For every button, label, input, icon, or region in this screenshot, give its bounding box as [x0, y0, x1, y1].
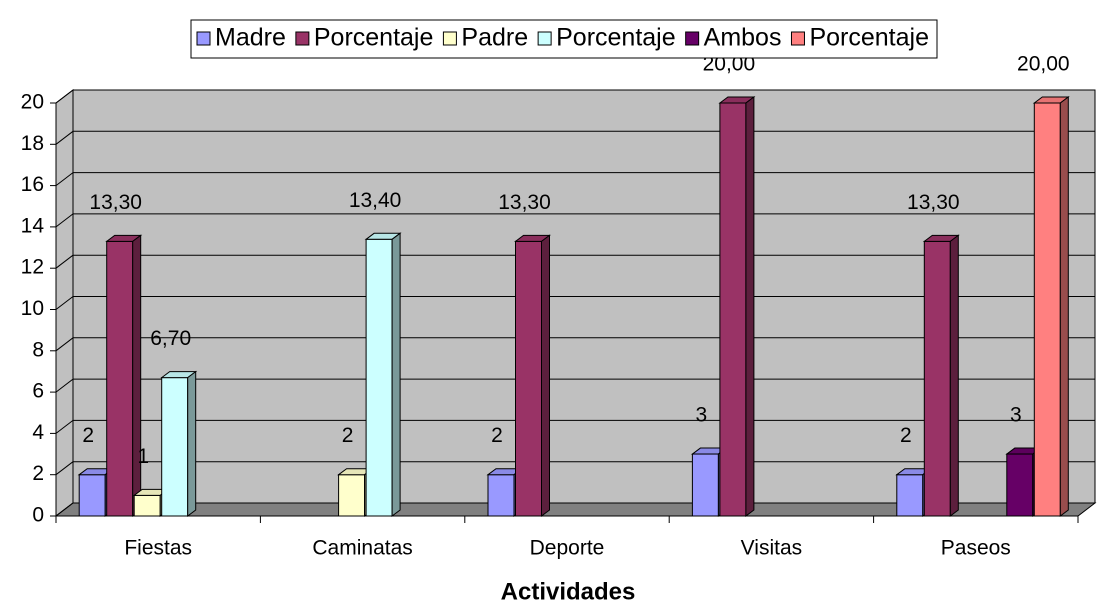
y-tick-label: 6 — [32, 380, 44, 403]
grid-line-side — [55, 254, 74, 269]
data-label: 13,30 — [907, 191, 960, 214]
data-label: 2 — [900, 424, 912, 447]
bar-side — [745, 96, 755, 517]
grid-line-side — [55, 420, 74, 434]
x-axis-title: Actividades — [501, 578, 636, 605]
bar — [923, 240, 951, 517]
legend-label: Porcentaje — [314, 24, 434, 52]
bar — [338, 474, 366, 517]
bar — [515, 240, 542, 517]
legend: Madre Porcentaje Padre Porcentaje Ambos Porce… — [190, 19, 938, 59]
bar — [1033, 102, 1061, 517]
data-label: 3 — [696, 404, 708, 427]
legend-label: Madre — [215, 24, 286, 52]
bar — [487, 474, 515, 517]
grid-line-side — [55, 213, 74, 228]
bar-side — [187, 370, 197, 517]
y-tick-label: 12 — [21, 256, 44, 279]
legend-label: Ambos — [704, 24, 782, 52]
bar-side — [541, 234, 550, 517]
bar — [78, 474, 106, 517]
legend-swatch — [196, 31, 211, 46]
grid-line-side — [55, 172, 74, 186]
grid-line-side — [55, 502, 74, 517]
y-tick-label: 0 — [32, 504, 44, 527]
data-label: 6,70 — [150, 327, 191, 350]
data-label: 3 — [1010, 404, 1022, 427]
data-label: 20,00 — [1017, 53, 1070, 76]
x-tick-label: Paseos — [941, 537, 1011, 560]
y-tick-label: 10 — [21, 297, 44, 320]
x-tick-label: Caminatas — [312, 537, 412, 560]
y-tick-label: 8 — [32, 338, 44, 361]
grid-line-side — [55, 337, 74, 352]
bar — [1006, 453, 1034, 517]
y-tick-label: 2 — [32, 462, 44, 485]
grid-line-side — [55, 296, 74, 310]
bar — [719, 102, 747, 517]
legend-swatch — [790, 31, 805, 46]
x-tick-label: Visitas — [741, 537, 802, 560]
x-tick-label: Fiestas — [124, 537, 192, 560]
legend-swatch — [685, 31, 700, 46]
grid-line-side — [55, 378, 74, 393]
data-label: 1 — [137, 445, 149, 468]
legend-label: Padre — [461, 24, 528, 52]
grid-line-side — [55, 89, 74, 104]
data-label: 2 — [82, 424, 94, 447]
y-tick-label: 20 — [21, 91, 44, 114]
x-tick-label: Deporte — [530, 537, 605, 560]
data-label: 2 — [491, 424, 503, 447]
data-label: 2 — [342, 424, 354, 447]
y-tick-label: 14 — [21, 214, 45, 237]
legend-swatch — [295, 31, 310, 46]
grid-line-side — [55, 130, 74, 145]
y-tick-label: 16 — [21, 173, 44, 196]
legend-swatch — [442, 31, 457, 46]
bar-side — [949, 234, 959, 517]
data-label: 13,30 — [89, 191, 142, 214]
legend-swatch — [537, 31, 552, 46]
y-tick-label: 4 — [32, 421, 44, 444]
legend-box — [190, 19, 938, 59]
data-label: 13,40 — [349, 189, 402, 212]
grid-line-side — [55, 461, 74, 476]
bar — [365, 238, 393, 517]
bar — [896, 474, 924, 517]
data-label: 13,30 — [498, 191, 551, 214]
bar-side — [1059, 96, 1069, 517]
bar — [133, 494, 161, 517]
y-tick-label: 18 — [21, 132, 44, 155]
bar — [161, 377, 189, 517]
bar-side — [132, 234, 142, 517]
bar — [106, 240, 134, 517]
legend-label: Porcentaje — [556, 24, 676, 52]
legend-label: Porcentaje — [809, 24, 929, 52]
bar — [691, 453, 719, 517]
bar-side — [391, 232, 401, 517]
